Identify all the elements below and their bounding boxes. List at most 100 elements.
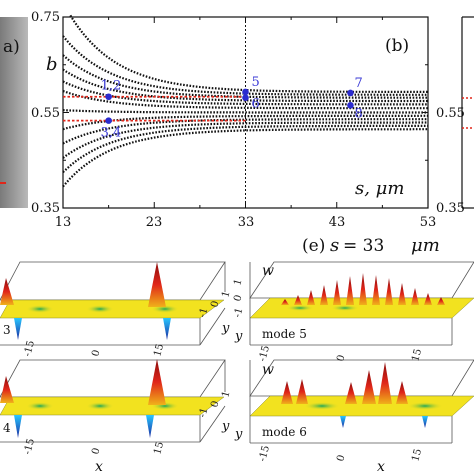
- e-top-peak-12: [424, 293, 432, 305]
- svg-text:0: 0: [209, 300, 221, 309]
- mode-point-6: [347, 102, 354, 109]
- svg-text:0: 0: [335, 354, 347, 363]
- e-top-peak-6: [346, 276, 354, 305]
- mode-point-label-4: 6: [252, 97, 260, 112]
- e-top-peak-11: [411, 288, 419, 305]
- left-top-box-back: [0, 261, 226, 301]
- e-top-peaks: [281, 273, 445, 305]
- left-plot-mode-3: 3 -15 0 15 -1 0 1 y: [0, 261, 233, 358]
- x-axis-label: s, μm: [355, 178, 404, 199]
- branch-curve-4: [62, 68, 428, 103]
- panel-b-red-lines: [63, 95, 246, 122]
- left-bottom-mode-fragment: 4: [3, 421, 11, 435]
- left-top-peak-2: [148, 262, 166, 307]
- branch-curve-12: [62, 128, 428, 188]
- svg-text:15: 15: [410, 348, 424, 363]
- x-tick-label-43: 43: [329, 215, 346, 230]
- x-tick-label-23: 23: [146, 215, 163, 230]
- y-tick-label-mid: 0.55: [31, 106, 60, 121]
- mode-point-label-5: 7: [354, 76, 362, 91]
- x-tick-label-33: 33: [238, 215, 255, 230]
- mode-point-2: [105, 117, 112, 124]
- svg-text:-1: -1: [197, 307, 210, 319]
- panel-c-tick-0.55: 0.55: [436, 106, 465, 121]
- e-top-peak-4: [320, 285, 328, 305]
- y-tick-label-bottom: 0.35: [31, 201, 60, 216]
- y-tick-label-top: 0.75: [31, 10, 60, 25]
- left-top-dip-1: [14, 318, 22, 340]
- svg-text:0: 0: [90, 349, 102, 358]
- branch-curve-2: [62, 35, 428, 96]
- left-x-axis-label: x: [95, 459, 103, 474]
- left-top-mode-fragment: 3: [3, 323, 11, 337]
- panel-e-equals: = 33: [343, 236, 384, 256]
- svg-text:y: y: [221, 321, 230, 336]
- e-top-peak-13: [437, 297, 445, 305]
- left-bottom-dip-1: [14, 415, 22, 438]
- e-top-peak-8: [372, 275, 380, 305]
- mode-point-label-2: 3,4: [101, 126, 122, 141]
- mode-point-label-6: 8: [354, 106, 362, 121]
- panel-c-tick-0.35: 0.35: [436, 201, 465, 216]
- panel-b-label: (b): [385, 36, 409, 56]
- branch-curve-1: [69, 14, 428, 93]
- e-top-peak-1: [281, 299, 289, 305]
- panel-b-ticks: [62, 16, 429, 209]
- panel-c-fragment: 0.55 0.35: [436, 16, 474, 216]
- e-y-axis-label: y: [234, 427, 243, 442]
- e-x-axis-label: x: [377, 459, 385, 474]
- svg-text:0: 0: [335, 454, 347, 463]
- svg-text:y: y: [234, 329, 243, 344]
- panel-a-fragment: a): [0, 17, 28, 208]
- svg-text:-15: -15: [22, 437, 37, 455]
- svg-text:1: 1: [232, 278, 244, 287]
- svg-text:0: 0: [209, 400, 221, 409]
- mode-point-3: [242, 88, 249, 96]
- branch-curve-7: [62, 109, 428, 114]
- svg-text:-1: -1: [232, 307, 245, 319]
- branch-curve-6: [62, 89, 428, 110]
- panel-e-label: (e): [302, 236, 325, 256]
- panel-e-mode-6-plot: w mode 6 -15 0 15 y x: [234, 359, 474, 474]
- e-bottom-box-back: [249, 359, 474, 397]
- svg-text:-15: -15: [257, 444, 272, 462]
- svg-text:-1: -1: [197, 407, 210, 419]
- branch-curve-8: [62, 114, 428, 131]
- svg-text:15: 15: [152, 441, 166, 456]
- left-bottom-peak-2: [148, 359, 166, 405]
- svg-text:0: 0: [232, 294, 244, 303]
- mode-point-1: [105, 93, 112, 101]
- svg-text:15: 15: [410, 448, 424, 463]
- mode-point-4: [242, 94, 249, 101]
- svg-text:-15: -15: [22, 339, 37, 357]
- mode-point-label-1: 1,2: [101, 79, 122, 94]
- left-top-peak-1: [0, 278, 14, 305]
- e-top-peak-9: [385, 278, 393, 305]
- y-axis-label: b: [46, 54, 58, 75]
- left-bottom-box-back: [0, 359, 226, 398]
- svg-text:15: 15: [152, 343, 166, 358]
- panel-e-s-symbol: s: [330, 235, 339, 256]
- mode-point-label-3: 5: [252, 75, 260, 90]
- svg-text:y: y: [221, 419, 230, 434]
- panel-e-mode-5-plot: w mode 5: [249, 261, 474, 346]
- e-top-axis-ticks: -15 0 15 -1 0 1 y: [232, 278, 424, 363]
- x-tick-label-13: 13: [55, 215, 72, 230]
- panel-a-label: a): [3, 37, 20, 57]
- e-top-peak-10: [398, 283, 406, 305]
- left-bottom-peak-1: [0, 376, 14, 403]
- e-top-w-label: w: [262, 263, 274, 279]
- svg-text:0: 0: [90, 447, 102, 456]
- mode-5-label: mode 5: [262, 327, 307, 341]
- panel-e-title: (e) s = 33 μm: [302, 235, 440, 256]
- panel-b: 1,2 3,4 5 6 7 8 0.75 0.55 0.35 13 23 33 43 53…: [31, 10, 436, 230]
- e-bottom-w-label: w: [262, 362, 274, 378]
- panel-a-image: [0, 17, 28, 208]
- e-top-peak-7: [359, 273, 367, 305]
- left-plot-mode-4: 4 -15 0 15 -1 0 1 y x: [0, 359, 233, 474]
- e-top-peak-5: [333, 280, 341, 305]
- e-top-peak-2: [294, 295, 302, 305]
- svg-text:1: 1: [220, 290, 232, 299]
